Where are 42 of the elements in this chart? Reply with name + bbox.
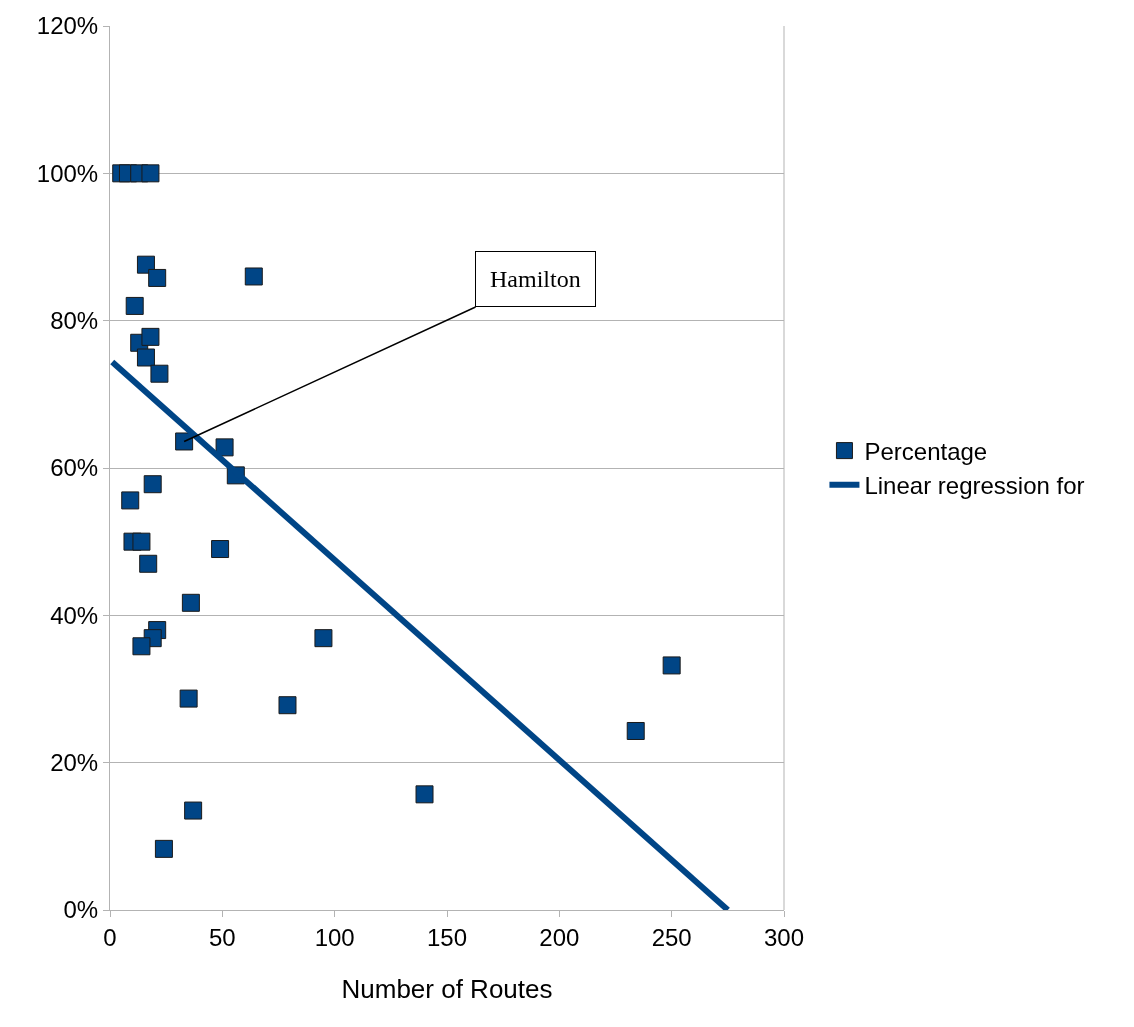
point	[278, 696, 297, 715]
y-tick-label: 40%	[50, 601, 99, 629]
y-tick-label: 60%	[50, 454, 99, 482]
point	[154, 839, 173, 858]
point	[141, 164, 160, 183]
point	[121, 491, 140, 510]
y-tick-label: 120%	[36, 12, 99, 40]
point	[132, 532, 151, 551]
point	[314, 629, 333, 648]
x-tick-label: 300	[763, 923, 805, 951]
y-tick-label: 80%	[50, 307, 99, 335]
point	[148, 268, 167, 287]
x-tick-label: 0	[103, 923, 117, 951]
x-tick-label: 100	[314, 923, 355, 951]
point	[125, 296, 144, 315]
y-tick-label: 0%	[63, 896, 99, 924]
point	[415, 785, 434, 804]
x-axis-title: Number of Routes	[341, 974, 553, 1005]
point	[179, 689, 198, 708]
legend-label: Linear regression for	[864, 472, 1085, 500]
point	[244, 267, 263, 286]
y-tick-label: 100%	[36, 159, 99, 187]
point	[181, 593, 200, 612]
x-tick-label: 200	[539, 923, 580, 951]
x-tick-label: 50	[208, 923, 236, 951]
legend-label: Percentage	[864, 437, 988, 465]
point	[184, 801, 203, 820]
point	[662, 656, 681, 675]
point	[150, 364, 169, 383]
point	[139, 554, 158, 573]
point	[143, 475, 162, 494]
point	[132, 637, 151, 656]
x-tick-label: 150	[426, 923, 468, 951]
point	[175, 432, 194, 451]
point	[211, 540, 230, 559]
x-tick-label: 250	[651, 923, 692, 951]
y-tick-label: 20%	[50, 749, 99, 777]
point	[626, 721, 645, 740]
point	[215, 438, 234, 457]
point	[136, 348, 155, 367]
point	[141, 327, 160, 346]
annotation: Hamilton	[490, 266, 581, 292]
